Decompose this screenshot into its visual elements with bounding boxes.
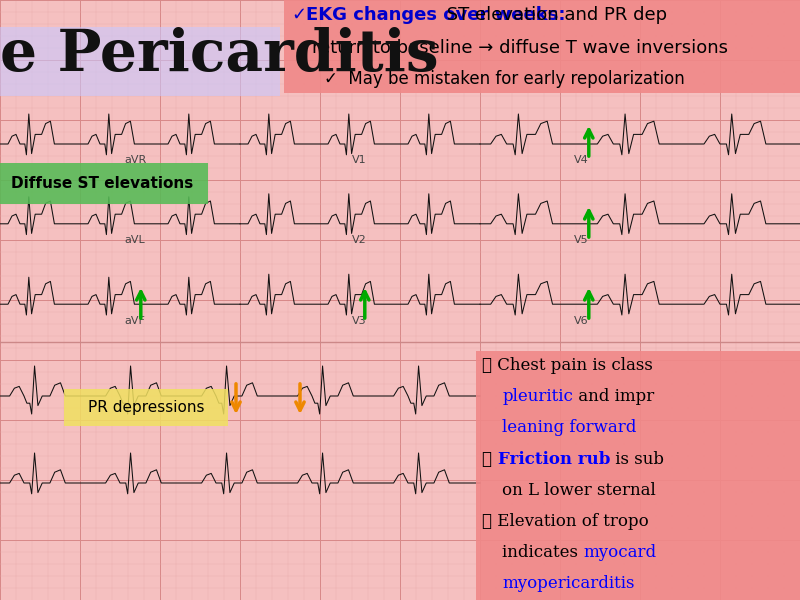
FancyBboxPatch shape bbox=[0, 163, 208, 204]
Text: e Pericarditis: e Pericarditis bbox=[0, 27, 438, 83]
FancyBboxPatch shape bbox=[284, 0, 800, 93]
Text: indicates: indicates bbox=[502, 544, 584, 561]
Text: pleuritic: pleuritic bbox=[502, 388, 574, 405]
Text: ✓ Chest pain is class: ✓ Chest pain is class bbox=[482, 357, 654, 374]
Text: ✓: ✓ bbox=[482, 451, 498, 467]
Text: ✓ Elevation of tropo: ✓ Elevation of tropo bbox=[482, 513, 649, 530]
Text: myopericarditis: myopericarditis bbox=[502, 575, 635, 592]
Text: Diffuse ST elevations: Diffuse ST elevations bbox=[11, 176, 193, 191]
Text: V6: V6 bbox=[574, 316, 589, 326]
FancyBboxPatch shape bbox=[476, 351, 800, 600]
Text: aVL: aVL bbox=[124, 235, 145, 245]
FancyBboxPatch shape bbox=[64, 389, 228, 426]
Text: V5: V5 bbox=[574, 235, 589, 245]
Text: V3: V3 bbox=[352, 316, 366, 326]
Text: V2: V2 bbox=[352, 235, 366, 245]
Text: V1: V1 bbox=[352, 155, 366, 165]
Text: aVF: aVF bbox=[124, 316, 145, 326]
Text: Friction rub: Friction rub bbox=[498, 451, 610, 467]
Text: on L lower sternal: on L lower sternal bbox=[502, 482, 656, 499]
Text: and impr: and impr bbox=[574, 388, 654, 405]
Text: V4: V4 bbox=[574, 155, 589, 165]
Text: EKG changes over weeks:: EKG changes over weeks: bbox=[306, 6, 566, 24]
Text: ST elevation and PR dep: ST elevation and PR dep bbox=[441, 6, 667, 24]
Text: PR depressions: PR depressions bbox=[88, 400, 204, 415]
Text: aVR: aVR bbox=[124, 155, 146, 165]
Text: ✓: ✓ bbox=[292, 6, 314, 24]
Text: is sub: is sub bbox=[610, 451, 664, 467]
FancyBboxPatch shape bbox=[0, 27, 280, 96]
Text: return to baseline → diffuse T wave inversions: return to baseline → diffuse T wave inve… bbox=[312, 39, 728, 57]
Text: leaning forward: leaning forward bbox=[502, 419, 637, 436]
Text: myocard: myocard bbox=[584, 544, 657, 561]
Text: ✓  May be mistaken for early repolarization: ✓ May be mistaken for early repolarizati… bbox=[324, 70, 685, 88]
